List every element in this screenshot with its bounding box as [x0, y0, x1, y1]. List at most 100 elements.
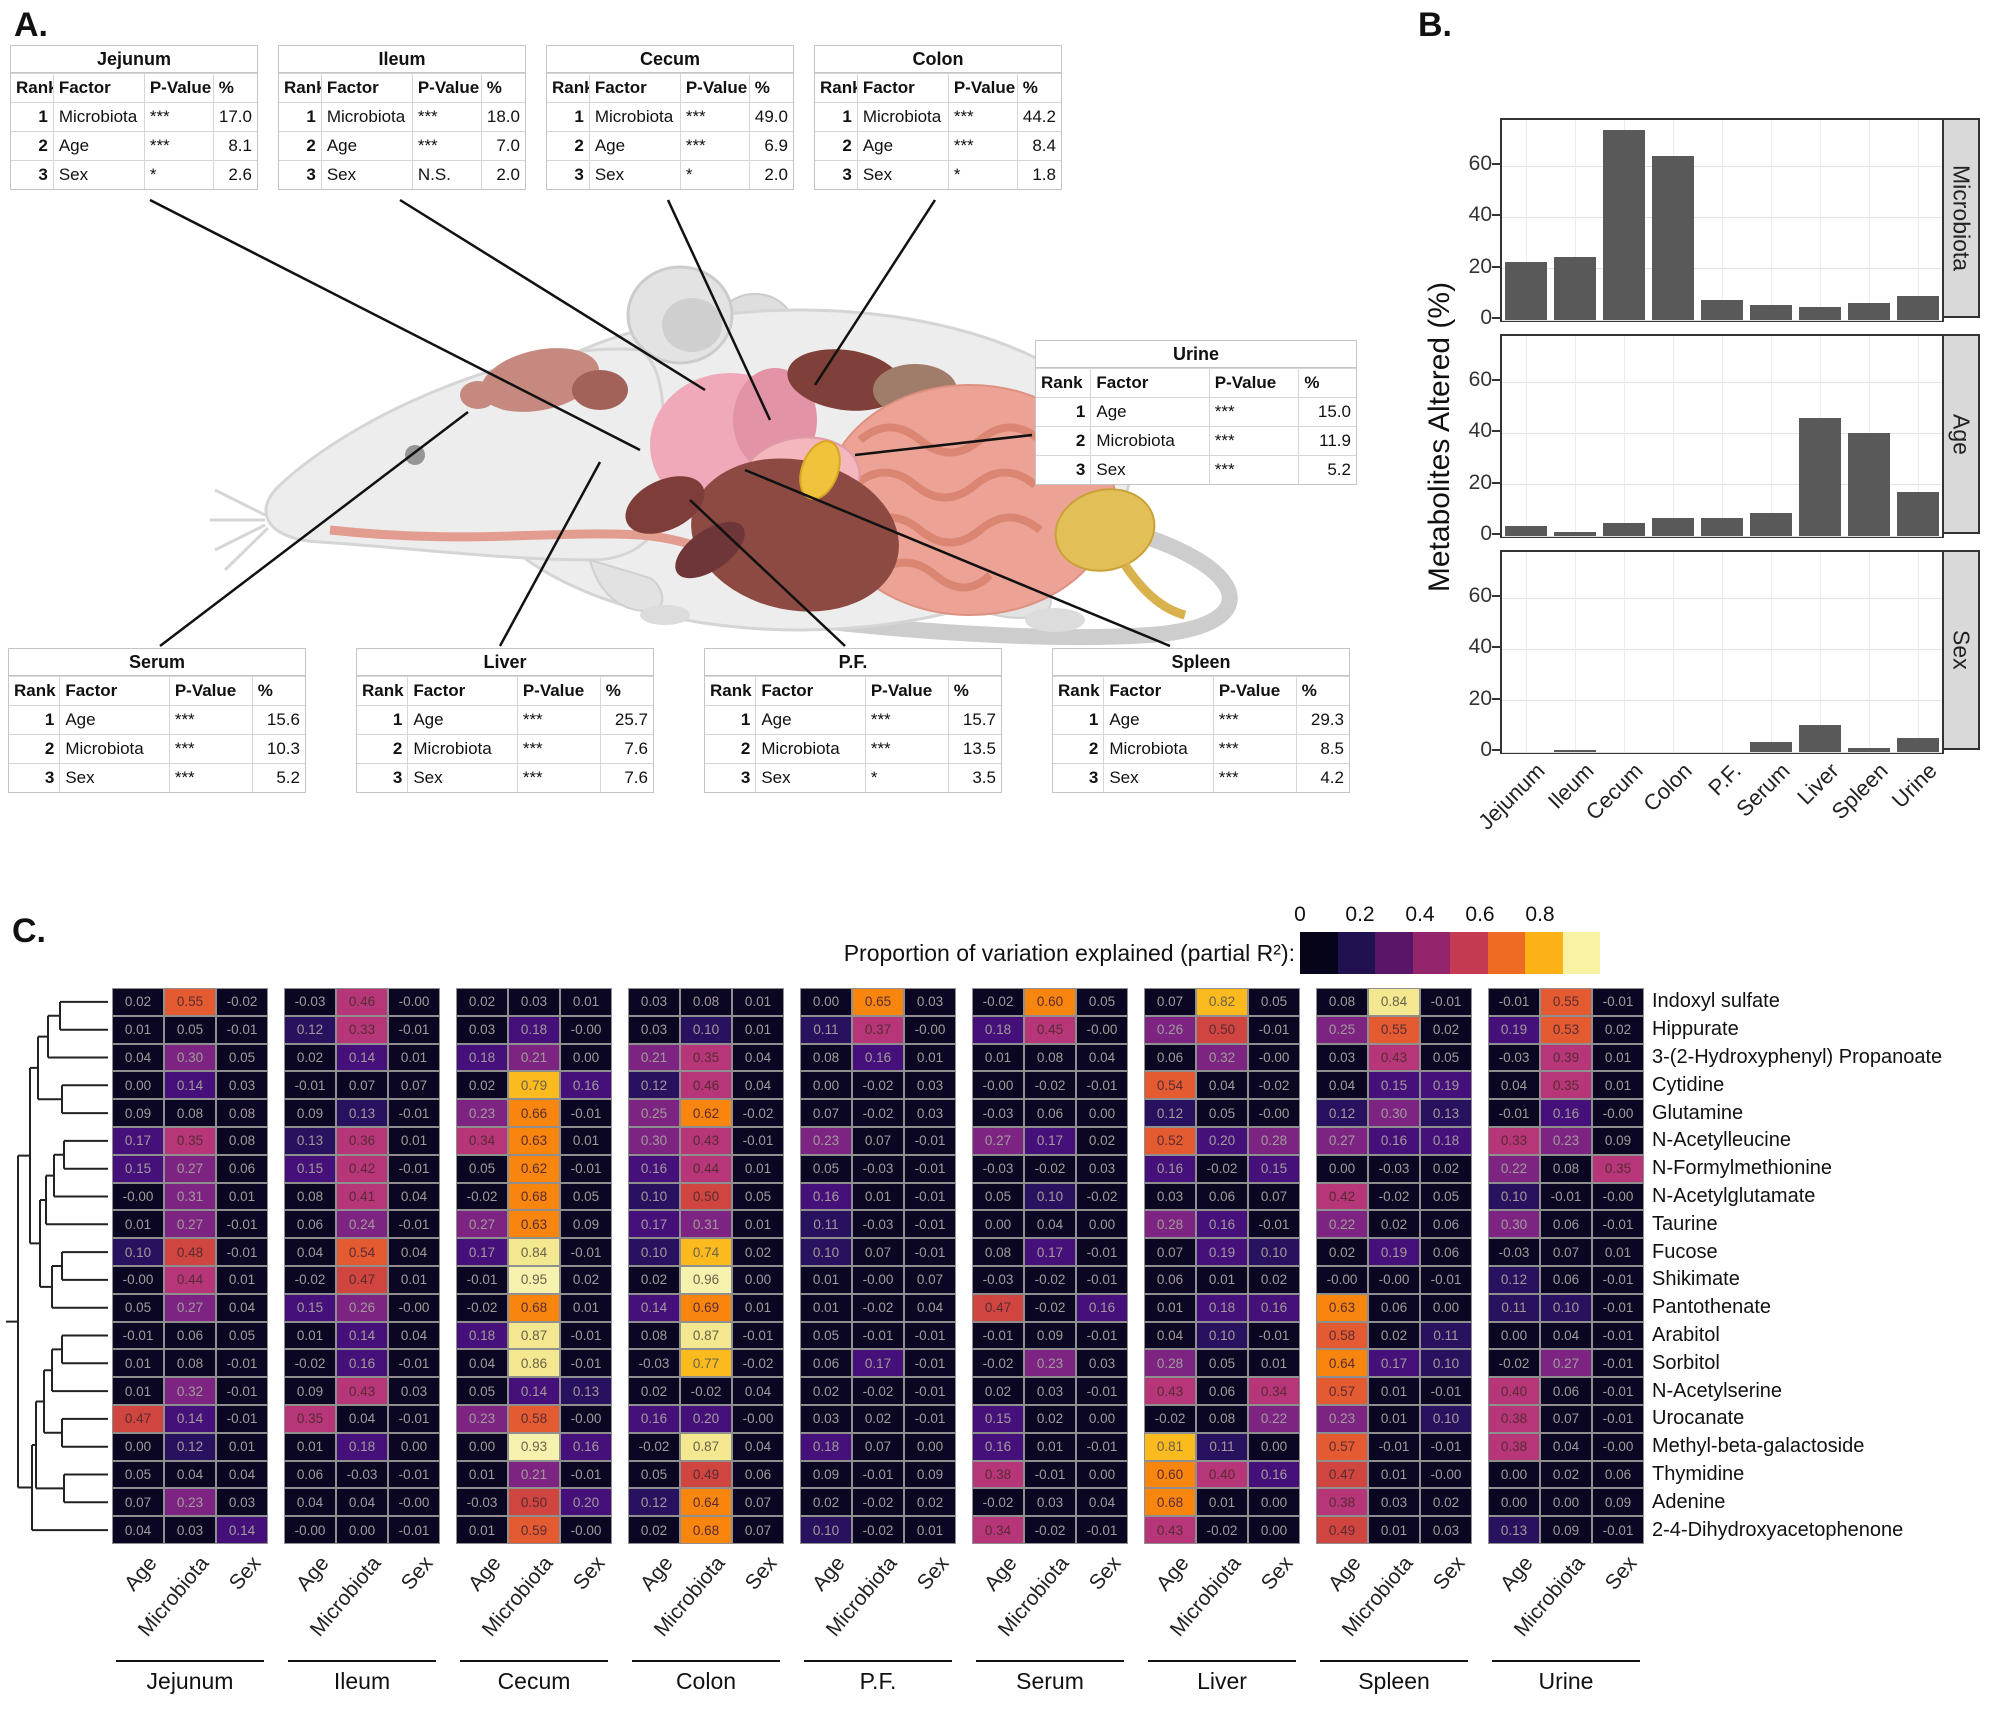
percent-cell: 6.9	[748, 131, 793, 160]
heatmap-cell: 0.04	[284, 1238, 336, 1266]
tissue-underline	[1492, 1660, 1640, 1662]
heatmap-cell: 0.25	[1316, 1015, 1368, 1044]
heatmap-cell: 0.01	[904, 1516, 956, 1544]
heatmap-cell: 0.06	[1540, 1377, 1592, 1405]
heatmap-cell: 0.09	[1592, 1126, 1644, 1155]
gridline	[1770, 120, 1772, 320]
heatmap-cell: -0.01	[560, 1238, 612, 1266]
heatmap-cell: 0.05	[1196, 1099, 1248, 1127]
tissue-underline	[288, 1660, 436, 1662]
rank-cell: 2	[547, 131, 589, 160]
tissue-label-colon: Colon	[675, 1668, 737, 1694]
factor-cell: Age	[588, 131, 680, 160]
heatmap-cell: -0.00	[732, 1404, 784, 1433]
heatmap-cell: 0.06	[1144, 1043, 1196, 1072]
rank-cell: 2	[357, 734, 408, 763]
heatmap-cell: 0.00	[800, 988, 852, 1016]
heatmap-cell: 0.03	[1024, 1488, 1076, 1517]
heatmap-cell: 0.03	[1144, 1182, 1196, 1211]
y-tick-mark	[1492, 646, 1500, 649]
heatmap-cell: 0.01	[216, 1182, 268, 1211]
heatmap-cell: 0.21	[508, 1043, 560, 1072]
heatmap-cell: 0.03	[628, 988, 680, 1016]
y-tick-mark	[1492, 595, 1500, 598]
heatmap-cell: 0.00	[388, 1432, 440, 1461]
heatmap-cell: -0.01	[972, 1321, 1024, 1350]
heatmap-cell: 0.06	[1368, 1293, 1420, 1322]
heatmap-cell: 0.28	[1144, 1210, 1196, 1239]
metabolite-label: Methyl-beta-galactoside	[1652, 1435, 1865, 1458]
heatmap-cell: -0.01	[216, 1377, 268, 1405]
heatmap-cell: 0.08	[164, 1349, 216, 1378]
bar-cecum	[1603, 523, 1646, 536]
bar-ileum	[1554, 257, 1597, 320]
heatmap-cell: 0.16	[628, 1404, 680, 1433]
heatmap-cell: 0.49	[1316, 1516, 1368, 1544]
heatmap-cell: 0.02	[1248, 1265, 1300, 1294]
percent-cell: 7.6	[599, 763, 653, 792]
heatmap-cell: 0.23	[164, 1488, 216, 1517]
factor-cell: Microbiota	[755, 734, 865, 763]
heatmap-cell: 0.01	[456, 1460, 508, 1489]
column-header: %	[212, 73, 257, 102]
heatmap-cell: 0.06	[284, 1210, 336, 1239]
heatmap-cell: -0.01	[1076, 1321, 1128, 1350]
bar-serum	[1749, 741, 1792, 752]
bar-urine	[1896, 492, 1939, 536]
colorbar-tick-label: 0.2	[1345, 903, 1375, 926]
heatmap-cell: -0.01	[1076, 1377, 1128, 1405]
heatmap-cell: 0.35	[680, 1043, 732, 1072]
bar-colon	[1652, 518, 1695, 536]
heatmap-cell: 0.43	[1144, 1377, 1196, 1405]
rank-cell: 2	[279, 131, 321, 160]
heatmap-cell: -0.01	[904, 1377, 956, 1405]
gridline	[1917, 336, 1919, 536]
heatmap-cell: 0.01	[560, 1126, 612, 1155]
heatmap-cell: 0.11	[1420, 1321, 1472, 1350]
heatmap-block-spleen: 0.08 0.84 -0.01 0.25 0.55 0.02 0.03 0.43 0.05 0.0…	[1316, 988, 1472, 1544]
heatmap-cell: -0.01	[216, 1210, 268, 1239]
heatmap-cell: -0.02	[216, 988, 268, 1016]
heatmap-cell: 0.48	[164, 1238, 216, 1266]
organ-table-serum: Serum Rank Factor P-Value% 1 Age *** 15.6 2 Micro…	[8, 648, 306, 793]
bar-spleen	[1847, 748, 1890, 752]
organ-table-title: Liver	[357, 649, 653, 676]
heatmap-cell: 0.07	[1540, 1238, 1592, 1266]
column-header: Factor	[407, 676, 517, 705]
heatmap-cell: 0.23	[1024, 1349, 1076, 1378]
line-pf	[689, 499, 846, 647]
heatmap-cell: 0.02	[1368, 1321, 1420, 1350]
heatmap-cell: 0.06	[164, 1321, 216, 1350]
rank-cell: 1	[279, 102, 321, 131]
heatmap-cell: 0.09	[284, 1377, 336, 1405]
heatmap-cell: -0.01	[1368, 1432, 1420, 1461]
heatmap-cell: 0.47	[336, 1265, 388, 1294]
column-header: Factor	[59, 676, 169, 705]
heatmap-cell: 0.27	[972, 1126, 1024, 1155]
dendrogram	[6, 1000, 108, 1532]
tissue-label-urine: Urine	[1538, 1668, 1594, 1694]
heatmap-cell: 0.30	[1488, 1210, 1540, 1239]
heatmap-cell: 0.18	[456, 1321, 508, 1350]
percent-cell: 2.0	[748, 160, 793, 189]
pvalue-cell: *	[679, 160, 749, 189]
heatmap-cell: 0.01	[1368, 1404, 1420, 1433]
heatmap-cell: 0.13	[1488, 1516, 1540, 1544]
heatmap-cell: 0.03	[800, 1404, 852, 1433]
heatmap-cell: 0.07	[852, 1432, 904, 1461]
heatmap-cell: 0.62	[508, 1154, 560, 1183]
tissue-label-spleen: Spleen	[1358, 1668, 1430, 1694]
heatmap-cell: 0.03	[508, 988, 560, 1016]
heatmap-cell: -0.03	[1488, 1043, 1540, 1072]
rank-cell: 3	[705, 763, 756, 792]
gridline	[1722, 336, 1723, 536]
heatmap-cell: 0.14	[164, 1071, 216, 1100]
heatmap-cell: 0.43	[680, 1126, 732, 1155]
heatmap-cell: 0.27	[1540, 1349, 1592, 1378]
heatmap-cell: 0.06	[800, 1349, 852, 1378]
heatmap-cell: 0.02	[852, 1404, 904, 1433]
percent-cell: 1.8	[1016, 160, 1061, 189]
gridline	[1868, 552, 1870, 752]
heatmap-cell: 0.06	[284, 1460, 336, 1489]
gridline	[1502, 319, 1942, 321]
